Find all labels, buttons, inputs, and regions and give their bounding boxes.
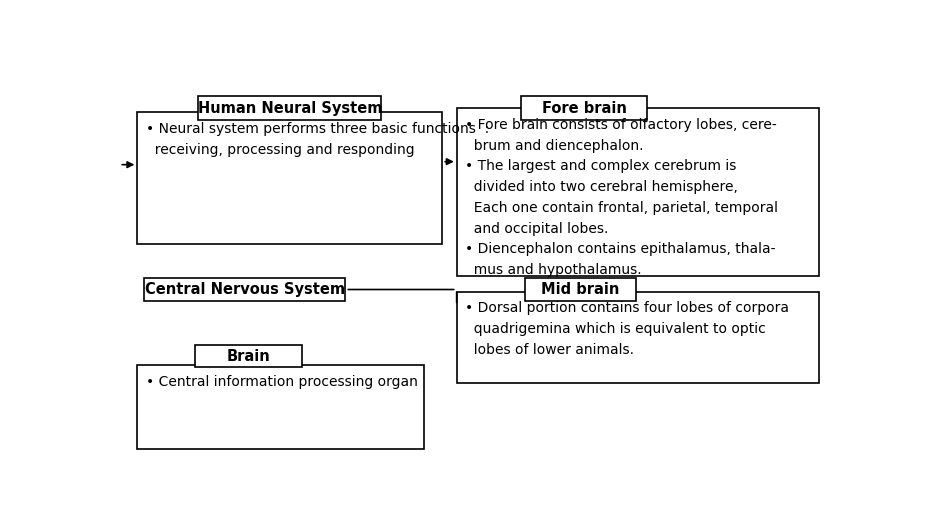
FancyBboxPatch shape xyxy=(525,278,636,301)
Text: Mid brain: Mid brain xyxy=(541,282,619,297)
FancyBboxPatch shape xyxy=(144,278,345,301)
FancyBboxPatch shape xyxy=(521,96,646,120)
Text: Each one contain frontal, parietal, temporal: Each one contain frontal, parietal, temp… xyxy=(465,201,778,215)
Text: Central Nervous System: Central Nervous System xyxy=(144,282,345,297)
Text: Brain: Brain xyxy=(227,349,270,364)
Text: • Dorsal portion contains four lobes of corpora: • Dorsal portion contains four lobes of … xyxy=(465,301,789,315)
FancyBboxPatch shape xyxy=(198,96,382,120)
Text: • Central information processing organ: • Central information processing organ xyxy=(146,375,418,389)
Text: • Diencephalon contains epithalamus, thala-: • Diencephalon contains epithalamus, tha… xyxy=(465,242,776,256)
Text: • The largest and complex cerebrum is: • The largest and complex cerebrum is xyxy=(465,160,736,174)
Text: divided into two cerebral hemisphere,: divided into two cerebral hemisphere, xyxy=(465,180,738,194)
FancyBboxPatch shape xyxy=(137,365,424,449)
FancyBboxPatch shape xyxy=(194,346,302,367)
Text: • Fore brain consists of olfactory lobes, cere-: • Fore brain consists of olfactory lobes… xyxy=(465,118,777,132)
FancyBboxPatch shape xyxy=(457,292,819,383)
Text: mus and hypothalamus.: mus and hypothalamus. xyxy=(465,263,642,277)
Text: lobes of lower animals.: lobes of lower animals. xyxy=(465,343,634,357)
FancyBboxPatch shape xyxy=(137,112,443,243)
Text: Human Neural System: Human Neural System xyxy=(197,100,382,116)
Text: quadrigemina which is equivalent to optic: quadrigemina which is equivalent to opti… xyxy=(465,322,766,336)
FancyBboxPatch shape xyxy=(457,108,819,276)
Text: brum and diencephalon.: brum and diencephalon. xyxy=(465,139,644,153)
Text: receiving, processing and responding: receiving, processing and responding xyxy=(146,143,415,157)
Text: Fore brain: Fore brain xyxy=(542,100,627,116)
Text: and occipital lobes.: and occipital lobes. xyxy=(465,222,608,236)
Text: • Neural system performs three basic functions  :: • Neural system performs three basic fun… xyxy=(146,122,489,136)
